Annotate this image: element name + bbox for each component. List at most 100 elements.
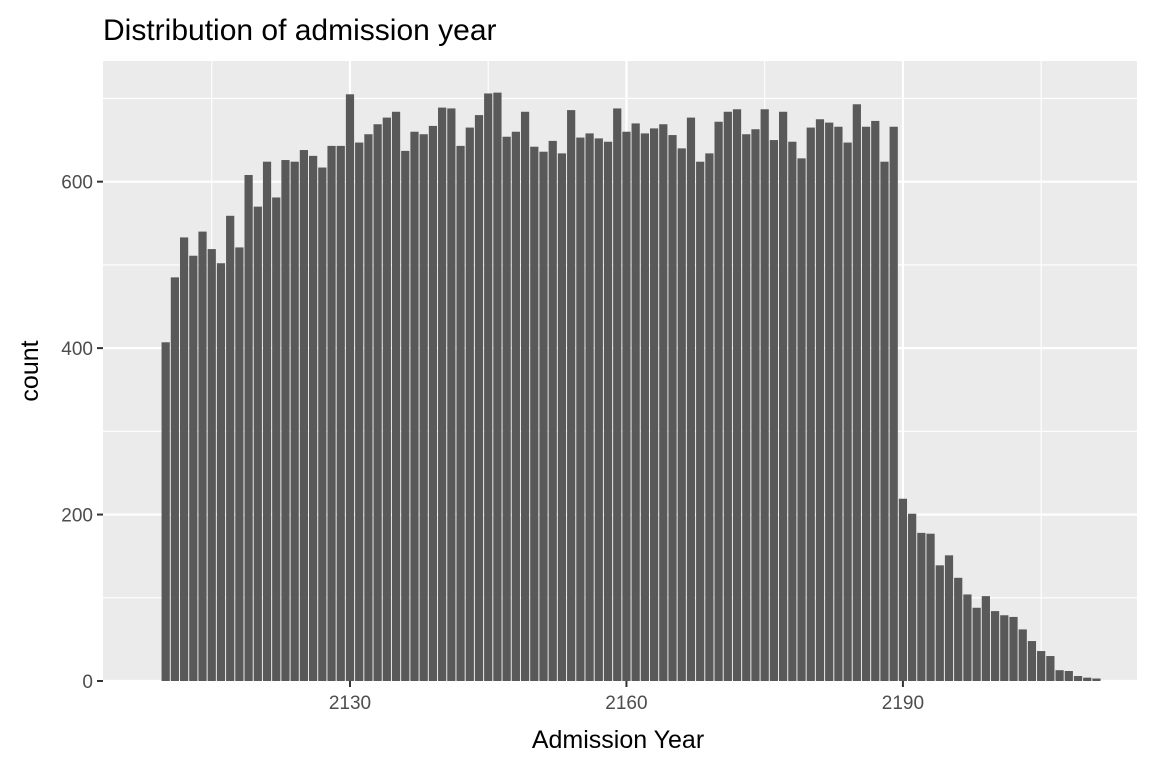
histogram-bar	[309, 155, 318, 681]
histogram-bar	[649, 128, 659, 681]
histogram-bar	[438, 107, 447, 682]
histogram-bar	[299, 150, 309, 681]
histogram-bar	[557, 153, 567, 681]
histogram-bar	[428, 125, 438, 682]
histogram-bar	[235, 247, 244, 681]
histogram-bar	[963, 594, 972, 681]
histogram-bar	[889, 126, 898, 681]
x-axis: 2130 2160 2190	[329, 681, 924, 714]
histogram-bar	[539, 151, 548, 681]
histogram-bar	[613, 108, 622, 682]
histogram-bar	[1055, 670, 1064, 681]
histogram-bar	[327, 145, 336, 681]
histogram-bar	[410, 131, 419, 681]
histogram-bar	[769, 140, 779, 681]
histogram-bar	[603, 141, 613, 681]
histogram-bar	[779, 111, 788, 682]
histogram-bar	[861, 126, 871, 681]
histogram-bar	[189, 255, 198, 681]
histogram-bar	[1037, 651, 1046, 681]
histogram-bar	[484, 93, 493, 682]
histogram-bar	[567, 110, 576, 682]
histogram-bar	[1027, 641, 1037, 681]
histogram-bar	[161, 342, 170, 681]
histogram-bar	[474, 115, 484, 682]
histogram-bar	[871, 120, 880, 682]
histogram-bar	[1046, 656, 1055, 681]
histogram-bar	[935, 565, 944, 681]
histogram-bar	[1009, 616, 1018, 681]
histogram-bar	[447, 108, 456, 682]
histogram-bar	[520, 111, 530, 682]
histogram-bar	[908, 513, 917, 681]
histogram-bar	[281, 160, 290, 681]
histogram-bar	[170, 277, 179, 681]
histogram-bar	[1064, 671, 1073, 681]
histogram-bar	[686, 117, 696, 682]
y-axis-title: count	[16, 340, 44, 401]
histogram-bar	[207, 249, 216, 681]
histogram-bar	[216, 263, 226, 681]
x-tick-label: 2130	[329, 693, 371, 714]
histogram-bar	[253, 206, 262, 682]
histogram-bar	[179, 237, 189, 681]
histogram-bar	[954, 577, 963, 681]
y-tick-label: 200	[61, 506, 93, 527]
histogram-bar	[336, 145, 345, 681]
histogram-bar	[456, 145, 465, 681]
x-tick-label: 2190	[882, 693, 924, 714]
y-axis: 0 200 400 600	[61, 173, 103, 693]
y-tick-label: 0	[82, 672, 93, 693]
chart-title: Distribution of admission year	[103, 14, 497, 47]
histogram-bar	[244, 175, 253, 681]
histogram-bar	[926, 533, 935, 681]
histogram-bar	[640, 133, 649, 681]
histogram-bar	[742, 134, 751, 682]
histogram-bar	[631, 123, 640, 681]
histogram-bar	[1073, 676, 1083, 681]
histogram-bar	[345, 94, 355, 682]
histogram-bar	[226, 215, 235, 682]
histogram-bar	[714, 121, 723, 681]
histogram-bar	[391, 111, 401, 682]
histogram-bar	[705, 153, 714, 681]
histogram-bar	[898, 498, 908, 681]
histogram-bar	[880, 161, 889, 681]
histogram-bar	[668, 135, 677, 681]
histogram-bar	[760, 109, 769, 682]
histogram-bar	[797, 158, 806, 681]
histogram-bar	[355, 142, 364, 681]
histogram-bar	[834, 126, 843, 681]
histogram-bar	[594, 138, 603, 681]
histogram-bar	[788, 141, 797, 681]
histogram-bar	[419, 134, 428, 682]
histogram-bar	[622, 131, 631, 681]
histogram-bar	[917, 532, 926, 681]
histogram-bar	[272, 197, 281, 681]
histogram-bar	[815, 119, 825, 682]
histogram-bar	[502, 136, 511, 681]
x-tick-label: 2160	[605, 693, 647, 714]
histogram-bar	[723, 111, 732, 682]
histogram-bar	[530, 146, 539, 681]
histogram-bar	[382, 117, 391, 682]
histogram-bar	[548, 140, 557, 681]
histogram-bar	[972, 607, 981, 681]
histogram-bar	[576, 137, 585, 682]
histogram-bar	[364, 134, 373, 682]
histogram-bar	[1083, 677, 1092, 681]
y-tick-label: 400	[61, 339, 93, 360]
histogram-bars	[161, 92, 1101, 682]
histogram-bar	[1092, 678, 1101, 681]
histogram-bar	[493, 92, 502, 682]
histogram-bar	[696, 161, 705, 681]
histogram-bar	[290, 161, 299, 681]
histogram-bar	[373, 124, 382, 682]
histogram-bar	[511, 131, 520, 681]
histogram-bar	[806, 127, 815, 682]
histogram-bar	[843, 142, 852, 681]
histogram-bar	[585, 133, 594, 681]
histogram-bar	[401, 150, 410, 681]
histogram-bar	[852, 104, 861, 682]
